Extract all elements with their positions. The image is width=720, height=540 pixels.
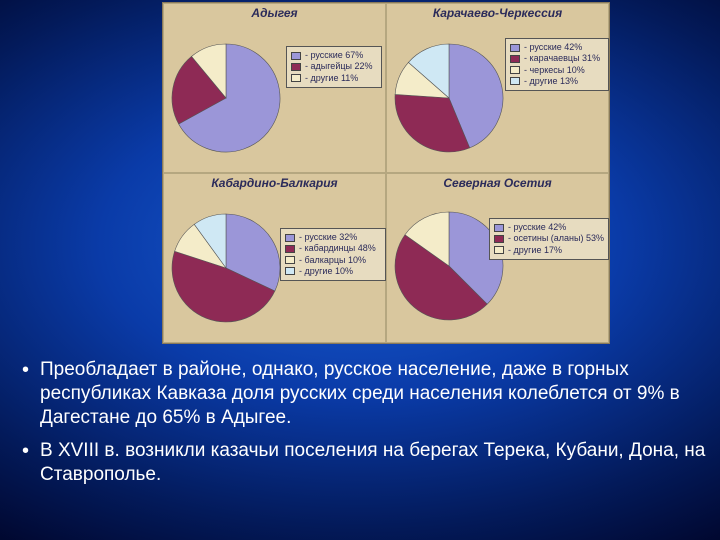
- legend-label: - балкарцы 10%: [299, 255, 366, 266]
- legend-swatch: [291, 74, 301, 82]
- legend-row: - карачаевцы 31%: [510, 53, 604, 64]
- legend-row: - другие 17%: [494, 245, 604, 256]
- legend-label: - русские 67%: [305, 50, 363, 61]
- legend-swatch: [494, 246, 504, 254]
- chart-title: Адыгея: [164, 6, 385, 20]
- chart-title: Северная Осетия: [387, 176, 608, 190]
- chart-cell-3: Северная Осетия - русские 42%- осетины (…: [386, 173, 609, 343]
- chart-cell-2: Кабардино-Балкария - русские 32%- кабард…: [163, 173, 386, 343]
- legend-row: - балкарцы 10%: [285, 255, 381, 266]
- legend-row: - русские 67%: [291, 50, 377, 61]
- legend-row: - другие 10%: [285, 266, 381, 277]
- chart-cell-0: Адыгея - русские 67%- адыгейцы 22%- друг…: [163, 3, 386, 173]
- legend-swatch: [285, 245, 295, 253]
- legend-swatch: [494, 235, 504, 243]
- pie-chart-1: [391, 40, 507, 156]
- legend-0: - русские 67%- адыгейцы 22%- другие 11%: [286, 46, 382, 88]
- legend-swatch: [291, 63, 301, 71]
- chart-title: Кабардино-Балкария: [164, 176, 385, 190]
- legend-label: - осетины (аланы) 53%: [508, 233, 604, 244]
- bullet-list: Преобладает в районе, однако, русское на…: [18, 358, 710, 497]
- pie-chart-0: [168, 40, 284, 156]
- legend-swatch: [291, 52, 301, 60]
- legend-label: - русские 42%: [524, 42, 582, 53]
- legend-2: - русские 32%- кабардинцы 48%- балкарцы …: [280, 228, 386, 281]
- legend-row: - кабардинцы 48%: [285, 243, 381, 254]
- legend-swatch: [285, 234, 295, 242]
- legend-swatch: [510, 55, 520, 63]
- legend-1: - русские 42%- карачаевцы 31%- черкесы 1…: [505, 38, 609, 91]
- legend-row: - другие 13%: [510, 76, 604, 87]
- chart-cell-1: Карачаево-Черкессия - русские 42%- карач…: [386, 3, 609, 173]
- legend-label: - адыгейцы 22%: [305, 61, 372, 72]
- legend-label: - русские 32%: [299, 232, 357, 243]
- legend-3: - русские 42%- осетины (аланы) 53%- друг…: [489, 218, 609, 260]
- chart-panel: Адыгея - русские 67%- адыгейцы 22%- друг…: [162, 2, 610, 344]
- legend-label: - русские 42%: [508, 222, 566, 233]
- legend-swatch: [510, 66, 520, 74]
- legend-label: - другие 11%: [305, 73, 358, 84]
- legend-row: - черкесы 10%: [510, 65, 604, 76]
- legend-swatch: [285, 256, 295, 264]
- legend-label: - другие 10%: [299, 266, 353, 277]
- legend-label: - черкесы 10%: [524, 65, 585, 76]
- legend-row: - русские 42%: [510, 42, 604, 53]
- legend-swatch: [510, 44, 520, 52]
- legend-label: - другие 13%: [524, 76, 578, 87]
- legend-row: - адыгейцы 22%: [291, 61, 377, 72]
- legend-swatch: [285, 267, 295, 275]
- bullet-item: В XVIII в. возникли казачьи поселения на…: [18, 439, 710, 487]
- legend-label: - другие 17%: [508, 245, 562, 256]
- legend-row: - другие 11%: [291, 73, 377, 84]
- legend-swatch: [510, 77, 520, 85]
- pie-chart-2: [168, 210, 284, 326]
- legend-row: - русские 32%: [285, 232, 381, 243]
- legend-label: - кабардинцы 48%: [299, 243, 376, 254]
- bullet-item: Преобладает в районе, однако, русское на…: [18, 358, 710, 429]
- legend-row: - осетины (аланы) 53%: [494, 233, 604, 244]
- legend-label: - карачаевцы 31%: [524, 53, 600, 64]
- legend-swatch: [494, 224, 504, 232]
- chart-title: Карачаево-Черкессия: [387, 6, 608, 20]
- legend-row: - русские 42%: [494, 222, 604, 233]
